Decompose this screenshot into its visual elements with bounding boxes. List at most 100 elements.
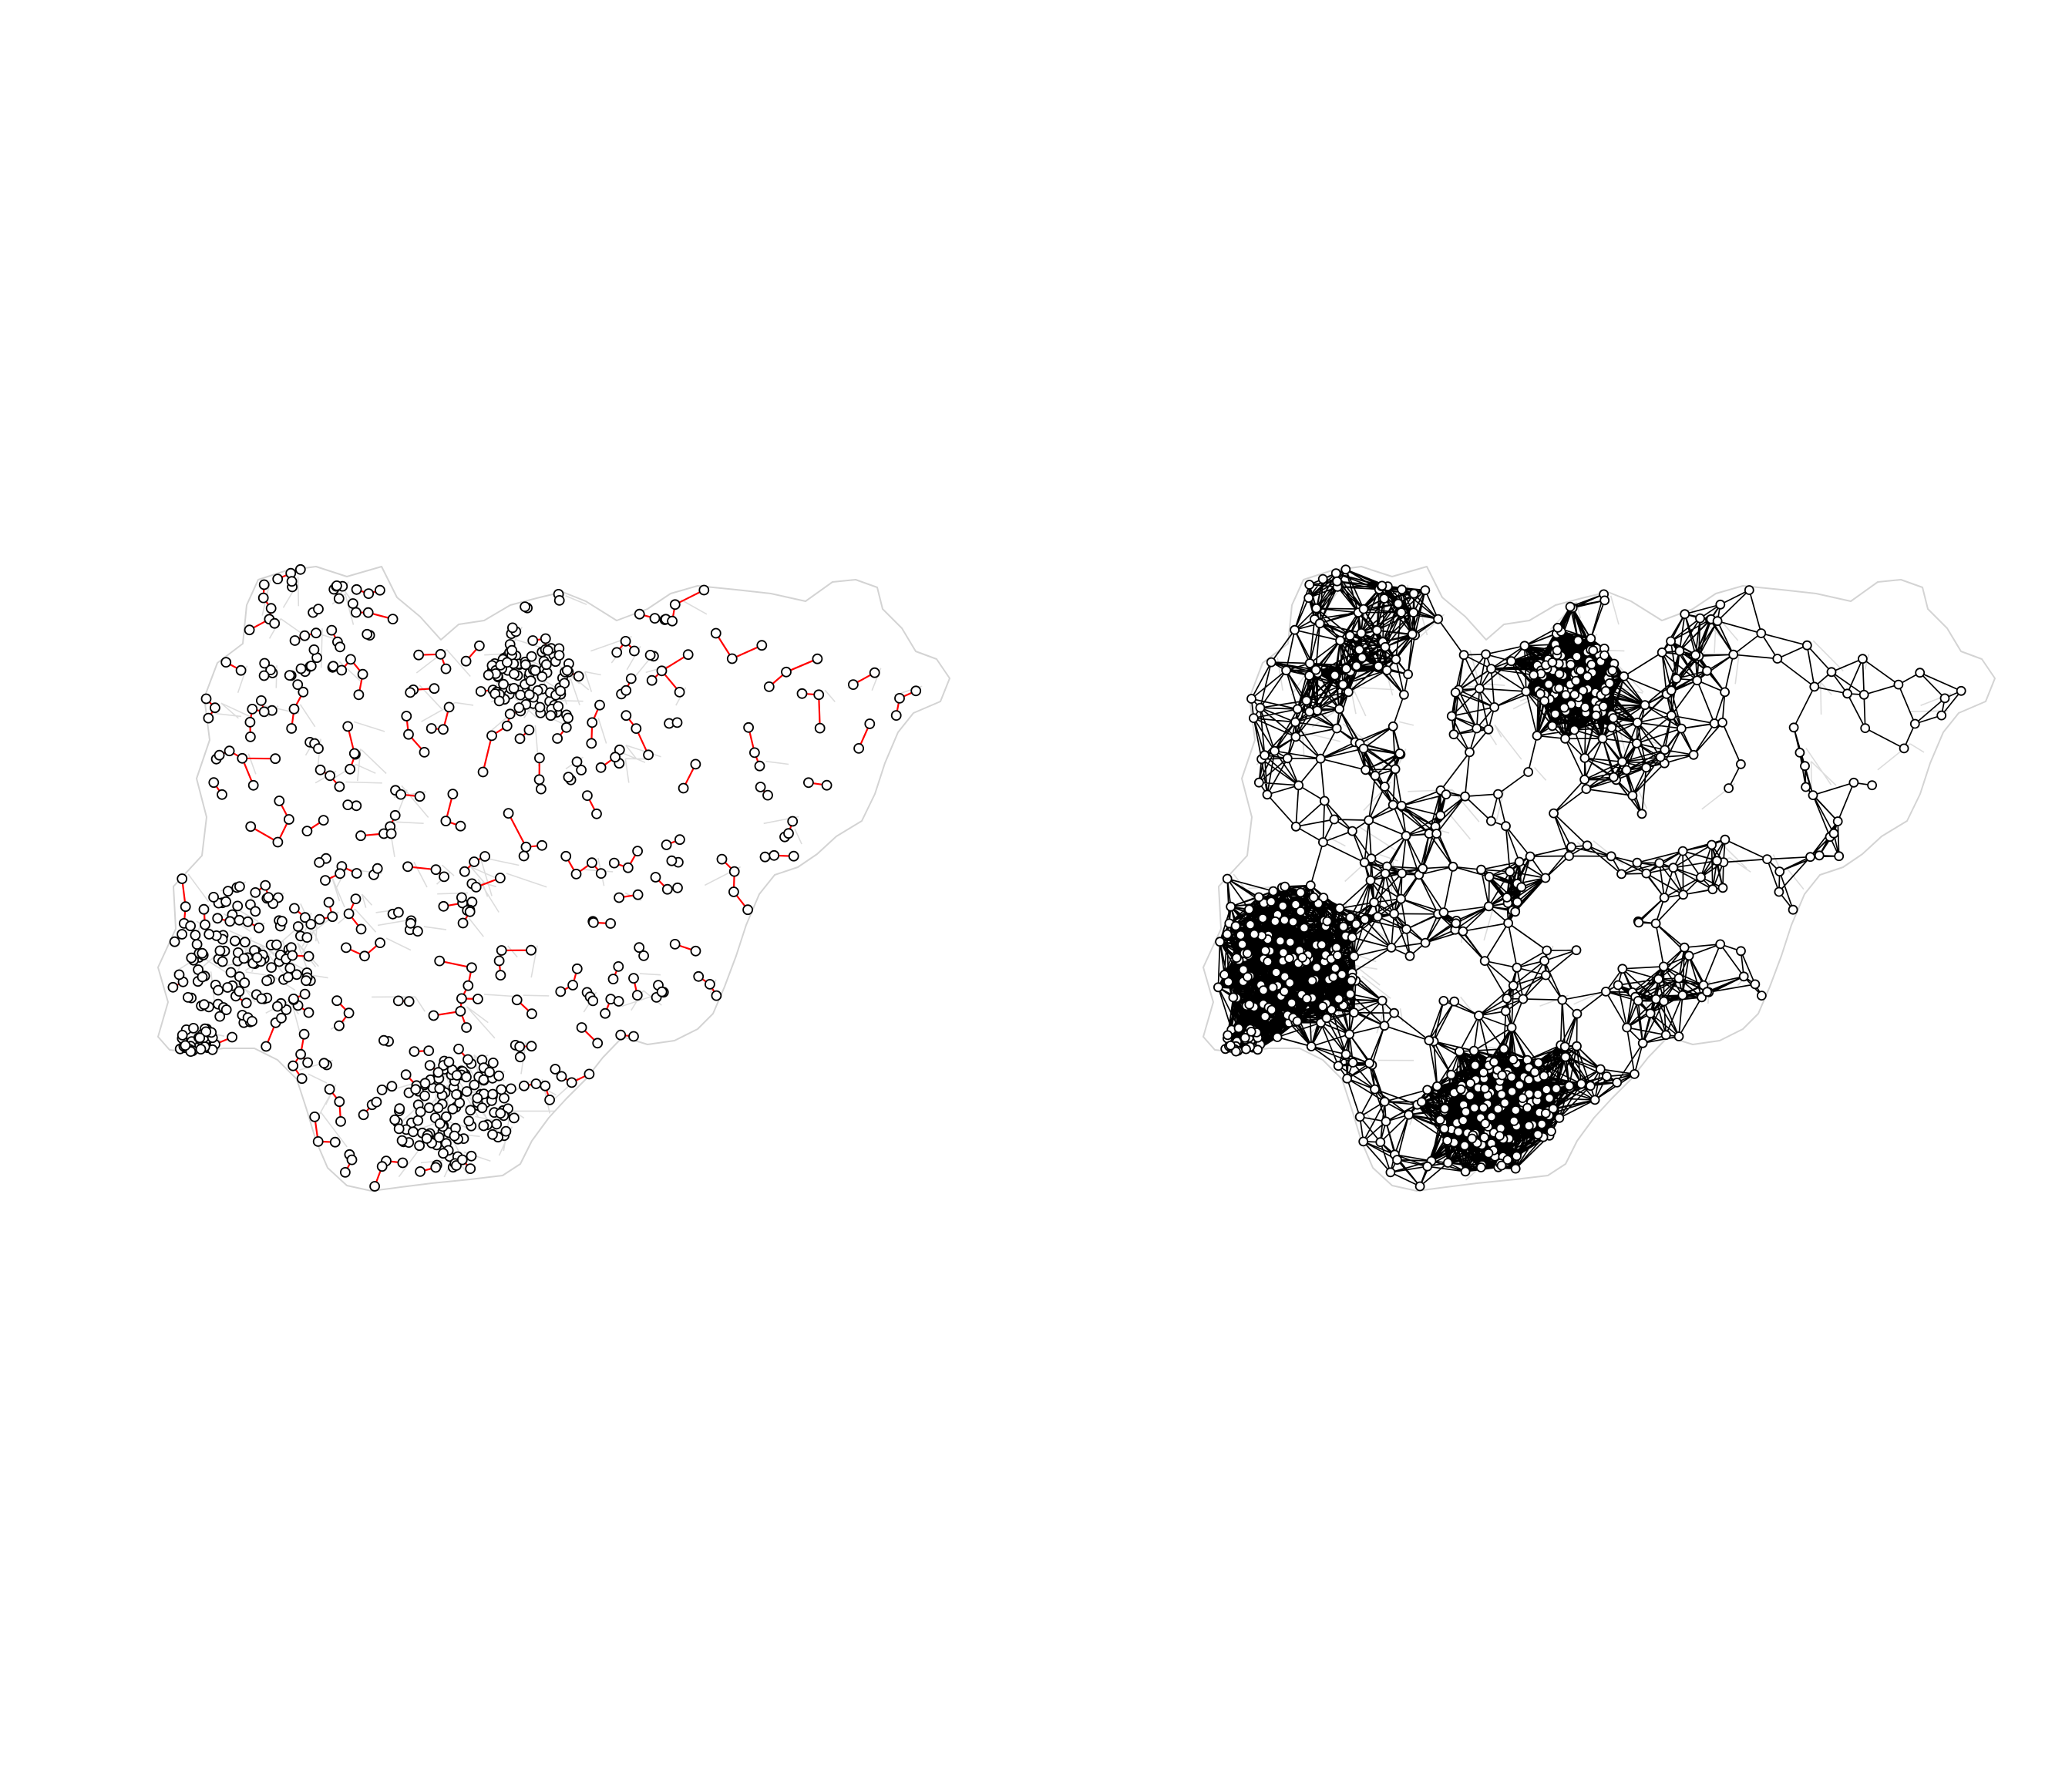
centroid-point <box>632 889 644 900</box>
centroid-point <box>769 849 780 861</box>
centroid-point <box>1285 937 1296 947</box>
centroid-point <box>1322 916 1333 927</box>
centroid-point <box>269 617 281 629</box>
centroid-point <box>460 655 472 667</box>
centroid-point <box>1478 1067 1488 1078</box>
centroid-point <box>1407 629 1418 640</box>
centroid-point <box>459 866 470 877</box>
centroid-point <box>656 986 668 997</box>
centroid-point <box>350 607 362 618</box>
centroid-point <box>180 901 191 913</box>
centroid-point <box>1458 650 1469 661</box>
centroid-point <box>1361 765 1371 775</box>
centroid-point <box>613 996 624 1007</box>
centroid-point <box>395 789 406 800</box>
centroid-point <box>495 970 506 980</box>
centroid-point <box>509 668 520 680</box>
centroid-point <box>1939 693 1950 704</box>
centroid-point <box>588 917 599 928</box>
centroid-point <box>261 975 273 987</box>
centroid-point <box>250 887 261 898</box>
centroid-point <box>335 641 346 653</box>
centroid-point <box>1266 1004 1277 1015</box>
centroid-point <box>401 711 412 722</box>
centroid-point <box>523 725 535 735</box>
centroid-point <box>526 944 536 956</box>
centroid-point <box>754 760 765 772</box>
centroid-point <box>288 994 299 1004</box>
centroid-point <box>345 763 356 775</box>
centroid-point <box>1449 996 1460 1007</box>
centroid-point <box>1631 738 1642 748</box>
centroid-point <box>1331 723 1342 734</box>
centroid-point <box>1442 1135 1452 1145</box>
right-map-panel <box>1202 564 1996 1192</box>
centroid-point <box>449 1130 460 1142</box>
centroid-point <box>509 1112 520 1124</box>
centroid-point <box>432 1067 444 1078</box>
centroid-point <box>350 893 362 904</box>
centroid-point <box>1671 674 1682 684</box>
centroid-point <box>1321 1013 1332 1024</box>
centroid-point <box>1438 996 1449 1006</box>
centroid-point <box>253 922 264 933</box>
centroid-point <box>1591 710 1601 721</box>
centroid-point <box>1450 688 1461 698</box>
centroid-point <box>1377 580 1388 591</box>
centroid-point <box>244 732 256 742</box>
centroid-point <box>1280 971 1290 982</box>
centroid-point <box>1245 920 1256 930</box>
centroid-point <box>1277 901 1288 911</box>
centroid-point <box>469 1079 480 1091</box>
centroid-point <box>318 815 329 826</box>
centroid-point <box>586 738 597 749</box>
centroid-point <box>1391 654 1401 664</box>
centroid-point <box>634 608 645 620</box>
centroid-point <box>1284 954 1294 964</box>
centroid-point <box>1310 664 1321 675</box>
centroid-point <box>1479 1083 1490 1094</box>
centroid-point <box>1271 967 1281 977</box>
centroid-point <box>1680 609 1690 620</box>
centroid-point <box>629 645 640 657</box>
centroid-point <box>1801 782 1811 792</box>
centroid-point <box>1521 686 1532 697</box>
centroid-point <box>385 828 397 839</box>
centroid-point <box>1579 775 1590 785</box>
centroid-point <box>389 1114 401 1125</box>
centroid-point <box>674 834 685 846</box>
centroid-point <box>303 950 314 962</box>
centroid-point <box>487 1128 498 1140</box>
centroid-point <box>1317 574 1328 584</box>
centroid-point <box>1334 994 1344 1004</box>
centroid-point <box>1522 1102 1532 1113</box>
centroid-point <box>1448 861 1458 872</box>
centroid-point <box>1599 595 1610 606</box>
centroid-point <box>413 649 424 661</box>
centroid-point <box>465 1105 476 1116</box>
centroid-point <box>1679 942 1690 953</box>
centroid-point <box>495 1108 506 1119</box>
centroid-point <box>1379 1096 1390 1107</box>
centroid-point <box>1547 657 1558 668</box>
centroid-point <box>587 995 599 1007</box>
centroid-point <box>487 1058 499 1068</box>
centroid-point <box>1420 937 1431 948</box>
centroid-point <box>536 839 547 851</box>
centroid-point <box>1304 707 1315 717</box>
centroid-point <box>1541 1085 1552 1095</box>
centroid-point <box>335 1116 346 1127</box>
centroid-point <box>1222 873 1233 884</box>
centroid-point <box>180 1040 191 1051</box>
centroid-point <box>518 850 530 862</box>
centroid-point <box>212 913 224 924</box>
centroid-point <box>1347 1058 1358 1068</box>
centroid-point <box>749 747 760 758</box>
centroid-point <box>1312 705 1323 716</box>
centroid-point <box>1272 1032 1283 1042</box>
centroid-point <box>1622 1022 1633 1033</box>
centroid-point <box>462 980 474 991</box>
centroid-point <box>198 999 210 1011</box>
centroid-point <box>1389 909 1399 919</box>
centroid-point <box>1518 994 1529 1004</box>
